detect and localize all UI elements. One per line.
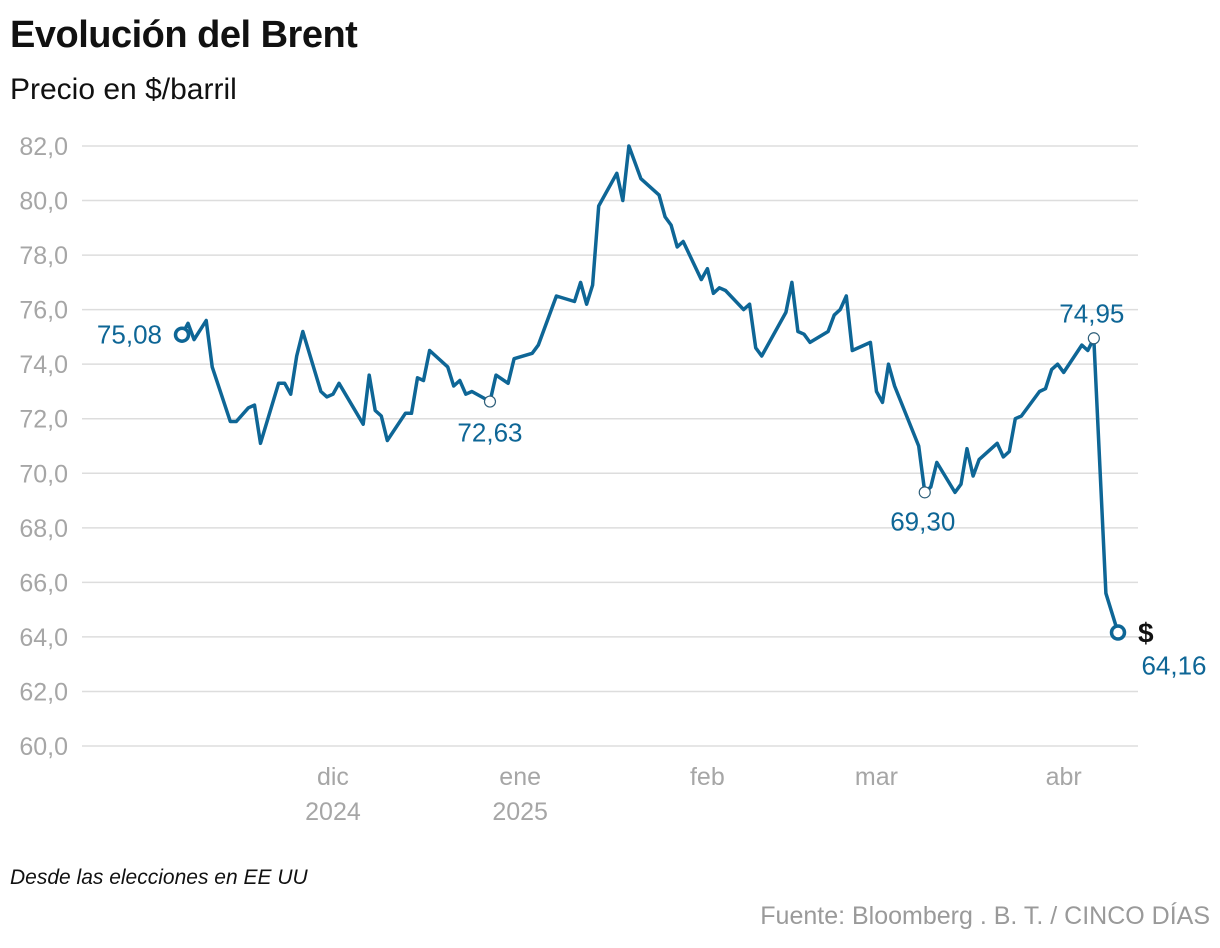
x-tick-label: feb <box>690 763 725 791</box>
y-tick-label: 80,0 <box>19 188 68 216</box>
y-axis-ticks: 82,0 80,0 78,0 76,0 74,0 72,0 70,0 68,0 66,0 64,0… <box>19 133 68 761</box>
data-label: 74,95 <box>1059 298 1124 328</box>
chart-title: Evolución del Brent <box>10 14 358 56</box>
x-tick-label: mar <box>855 763 898 791</box>
point-marker <box>1087 332 1100 345</box>
x-tick-label: dic <box>317 763 349 791</box>
brent-line-chart: 82,0 80,0 78,0 76,0 74,0 72,0 70,0 68,0 66,0 64,0… <box>19 133 1207 826</box>
series-layer <box>180 144 1120 635</box>
x-tick-year-label: 2025 <box>492 798 548 826</box>
y-tick-label: 60,0 <box>19 733 68 761</box>
x-tick-label: ene <box>499 763 541 791</box>
y-tick-label: 72,0 <box>19 406 68 434</box>
dollar-symbol: $ <box>1138 618 1154 649</box>
chart-subtitle: Precio en $/barril <box>10 73 237 106</box>
brent-price-line <box>180 144 1120 635</box>
chart-note: Desde las elecciones en EE UU <box>10 866 308 889</box>
point-marker <box>483 395 497 408</box>
grid-lines <box>82 145 1138 747</box>
data-label: 72,63 <box>457 418 522 448</box>
endpoint-marker <box>1109 624 1127 641</box>
y-tick-label: 62,0 <box>19 678 68 706</box>
y-tick-label: 82,0 <box>19 133 68 161</box>
y-tick-label: 64,0 <box>19 624 68 652</box>
data-label: 69,30 <box>890 506 955 536</box>
data-label: 75,08 <box>97 320 162 350</box>
y-tick-label: 66,0 <box>19 569 68 597</box>
annotations: 75,08 72,63 69,30 74,95 64,16$ <box>97 298 1207 680</box>
y-tick-label: 70,0 <box>19 460 68 488</box>
y-tick-label: 74,0 <box>19 351 68 379</box>
y-tick-label: 78,0 <box>19 242 68 270</box>
y-tick-label: 76,0 <box>19 297 68 325</box>
y-tick-label: 68,0 <box>19 515 68 543</box>
x-tick-label: abr <box>1046 763 1082 791</box>
data-label: 64,16 <box>1141 651 1206 681</box>
endpoint-marker <box>173 326 191 343</box>
chart-source: Fuente: Bloomberg . B. T. / CINCO DÍAS <box>760 902 1210 930</box>
point-marker <box>918 486 931 499</box>
x-axis-ticks: dic 2024 ene 2025 feb mar abr <box>305 763 1082 826</box>
x-tick-year-label: 2024 <box>305 798 361 826</box>
